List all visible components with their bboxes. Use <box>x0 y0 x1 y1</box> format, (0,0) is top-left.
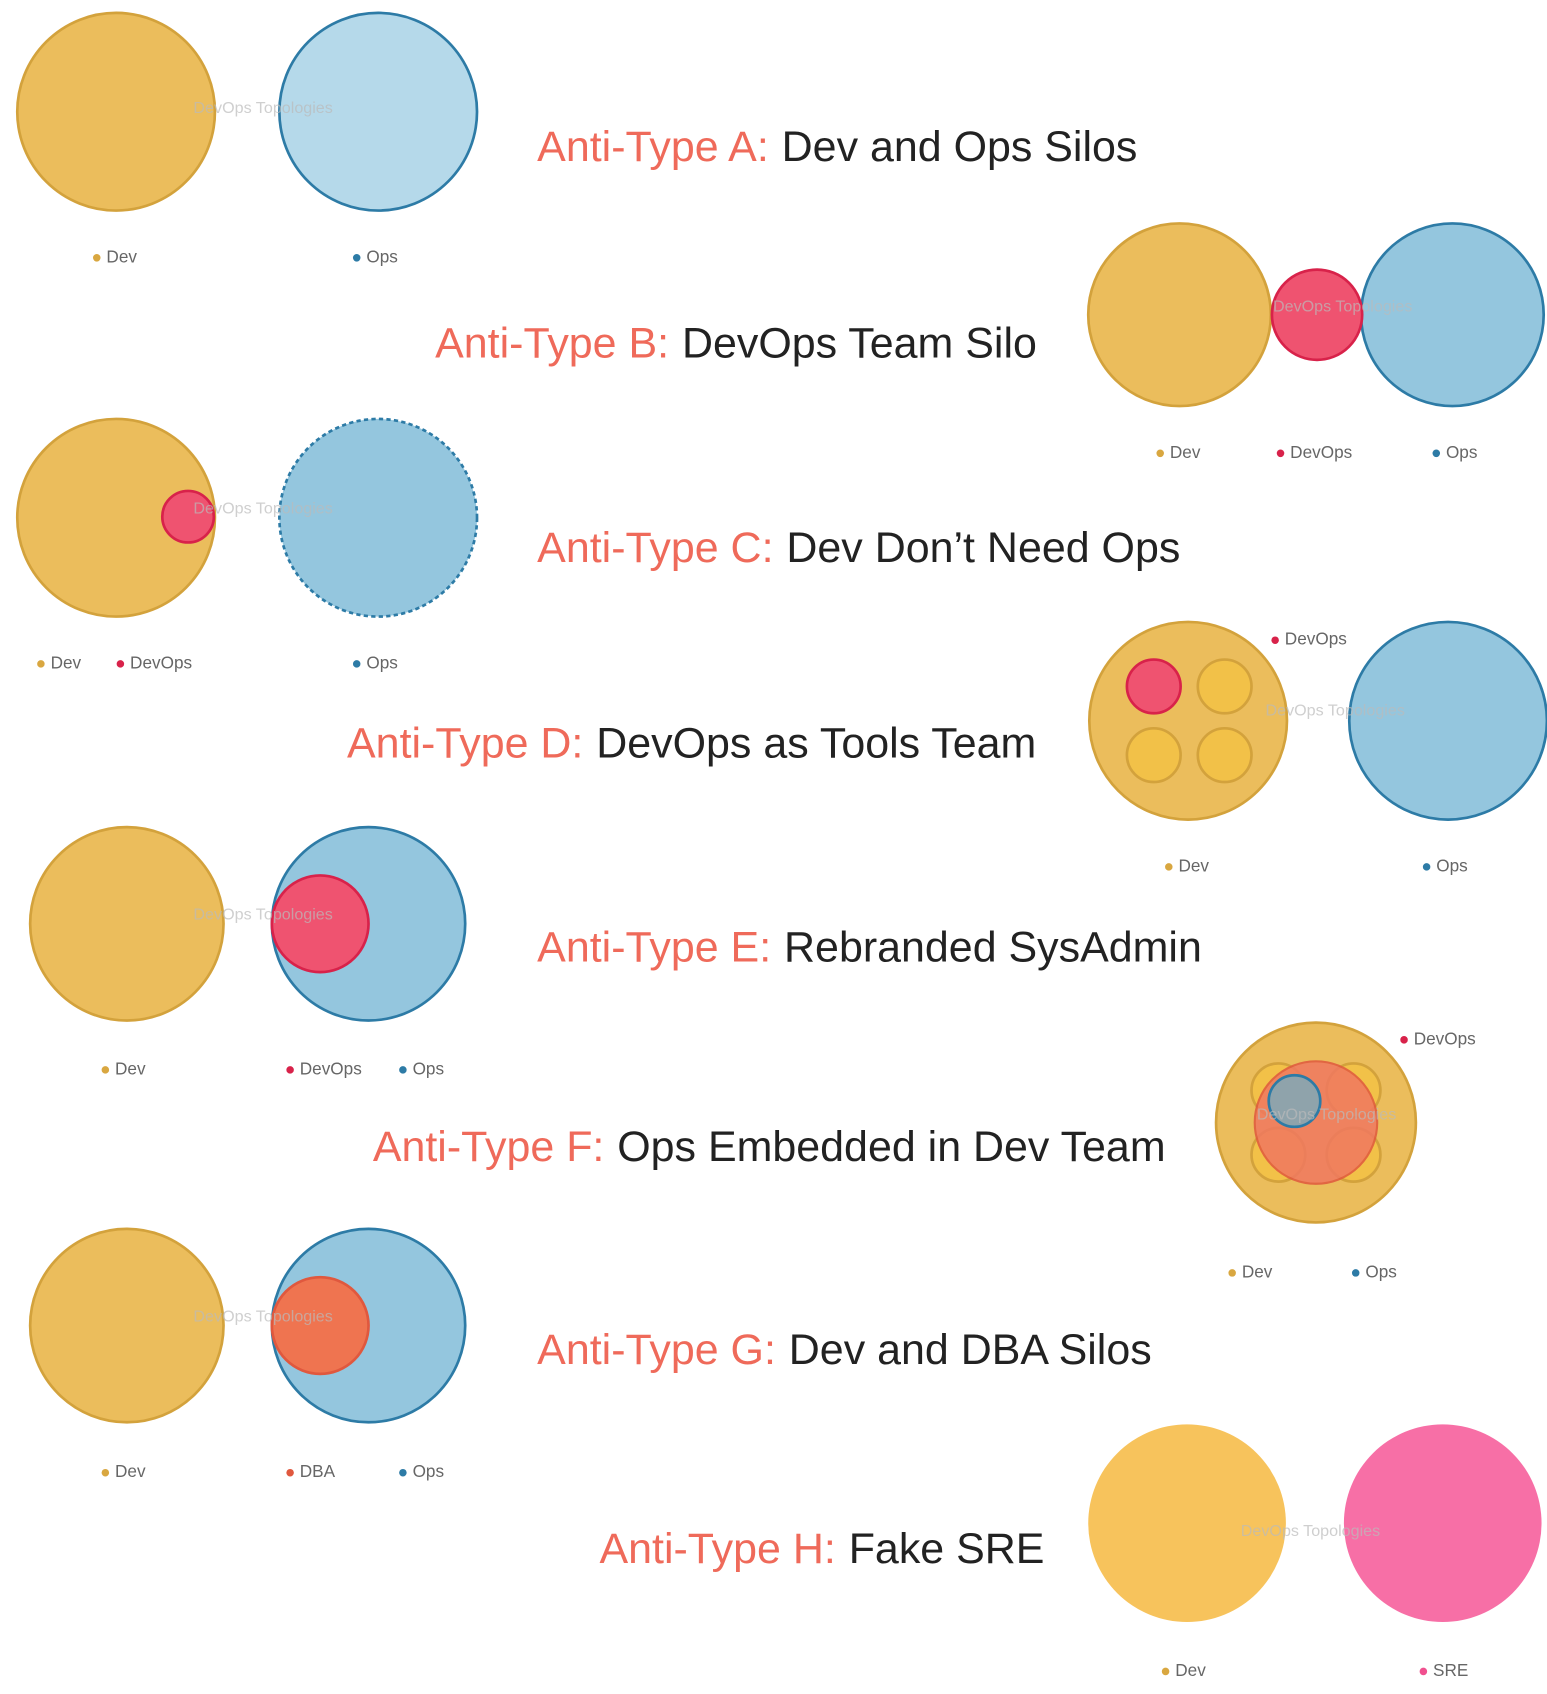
legend-dot <box>101 1468 110 1477</box>
row-title: Anti-Type C: Dev Don’t Need Ops <box>537 524 1180 572</box>
legend-label: DBA <box>300 1461 336 1481</box>
legend-label: Ops <box>366 652 398 672</box>
legend-dot <box>1419 1667 1428 1676</box>
legend-dot <box>1165 863 1173 871</box>
row-title: Anti-Type F: Ops Embedded in Dev Team <box>373 1123 1166 1171</box>
legend-label: DevOps <box>1414 1028 1476 1048</box>
legend-label: Ops <box>1365 1261 1397 1281</box>
legend-label: Dev <box>115 1058 146 1078</box>
diagram-h: DevOps Topologies Anti-Type H: Fake SRE <box>599 1424 1542 1623</box>
row-title: Anti-Type H: Fake SRE <box>599 1525 1044 1573</box>
watermark: DevOps Topologies <box>193 1307 332 1325</box>
dev-circle <box>1086 222 1273 408</box>
legend-label: DevOps <box>300 1058 362 1078</box>
watermark: DevOps Topologies <box>1241 1522 1380 1540</box>
row-title: Anti-Type B: DevOps Team Silo <box>435 320 1037 368</box>
legend-dot <box>399 1468 407 1477</box>
devops-circle <box>270 874 370 974</box>
legend-label: Ops <box>366 246 398 266</box>
diagram-f: DevOps Topologies Anti-Type F: Ops Embedd… <box>373 1021 1418 1224</box>
legend-dot <box>1400 1036 1408 1044</box>
legend-label: Dev <box>51 652 82 672</box>
row-title: Anti-Type A: Dev and Ops Silos <box>537 123 1137 171</box>
legend-label: DevOps <box>1285 629 1347 649</box>
legend-dot <box>352 254 361 262</box>
dev-circle <box>1088 1424 1286 1623</box>
legend-dot <box>116 660 125 668</box>
dba-circle <box>270 1275 370 1376</box>
ops-circle <box>278 11 479 212</box>
legend-label: Ops <box>413 1058 445 1078</box>
legend-dot <box>92 254 101 262</box>
legend-dot <box>1161 1667 1170 1676</box>
diagram-d: DevOps Topologies Anti-Type D: DevOps as … <box>347 620 1547 821</box>
legend-label: DevOps <box>1290 442 1352 462</box>
legend-dot <box>1351 1269 1360 1277</box>
watermark: DevOps Topologies <box>1265 701 1404 719</box>
devops-circle <box>1270 268 1364 362</box>
legend-dot <box>286 1066 294 1074</box>
sre-circle <box>1343 1424 1542 1623</box>
legend-label: Ops <box>1446 442 1478 462</box>
legend-label: Dev <box>1242 1261 1273 1281</box>
team-circle <box>1196 658 1253 715</box>
diagram-g: DevOps Topologies Anti-Type G: Dev and DB… <box>28 1227 1152 1424</box>
legend-dot <box>1156 449 1164 458</box>
legend-label: Dev <box>115 1461 146 1481</box>
row-title: Anti-Type D: DevOps as Tools Team <box>347 719 1036 767</box>
watermark: DevOps Topologies <box>193 99 332 117</box>
legend-dot <box>37 660 45 668</box>
legend-label: Dev <box>1175 1660 1206 1680</box>
row-title: Anti-Type E: Rebranded SysAdmin <box>537 923 1202 971</box>
legend-dot <box>286 1468 294 1477</box>
row-title: Anti-Type G: Dev and DBA Silos <box>537 1326 1152 1374</box>
diagram-e: DevOps Topologies Anti-Type E: Rebranded … <box>28 825 1202 1022</box>
diagram-c: DevOps Topologies Anti-Type C: Dev Don’t … <box>15 417 1180 618</box>
ops-circle <box>1347 620 1547 821</box>
devops-circle <box>1125 658 1182 715</box>
legend-dot <box>1228 1269 1236 1277</box>
watermark: DevOps Topologies <box>1257 1105 1396 1123</box>
legend-label: SRE <box>1433 1660 1468 1680</box>
legend-dot <box>352 660 361 668</box>
legend-dot <box>101 1066 110 1074</box>
legend-label: Dev <box>1178 855 1209 875</box>
legend-dot <box>399 1066 407 1074</box>
legend-label: DevOps <box>130 652 192 672</box>
legend-label: Dev <box>106 246 137 266</box>
legend-label: Ops <box>1436 855 1468 875</box>
legend-dot <box>1422 863 1431 871</box>
watermark: DevOps Topologies <box>193 499 332 517</box>
diagram-a: DevOps Topologies Anti-Type A: Dev and Op… <box>15 11 1137 212</box>
legend-dot <box>1271 636 1279 644</box>
devops-circle <box>160 489 216 544</box>
legend-dot <box>1432 449 1441 458</box>
diagram-b: DevOps Topologies Anti-Type B: DevOps Tea… <box>435 222 1546 408</box>
watermark: DevOps Topologies <box>1273 298 1412 316</box>
legend-label: Ops <box>413 1461 445 1481</box>
dev-circle <box>1087 620 1289 821</box>
dev-circle <box>15 11 217 212</box>
legend-label: Dev <box>1170 442 1201 462</box>
ops-circle <box>278 417 479 618</box>
ops-circle <box>1267 1073 1322 1129</box>
watermark: DevOps Topologies <box>193 906 332 924</box>
team-circle <box>1125 726 1182 784</box>
dev-circle <box>28 825 225 1022</box>
legend-dot <box>1276 449 1285 458</box>
team-circle <box>1196 726 1253 784</box>
dev-circle <box>28 1227 225 1424</box>
